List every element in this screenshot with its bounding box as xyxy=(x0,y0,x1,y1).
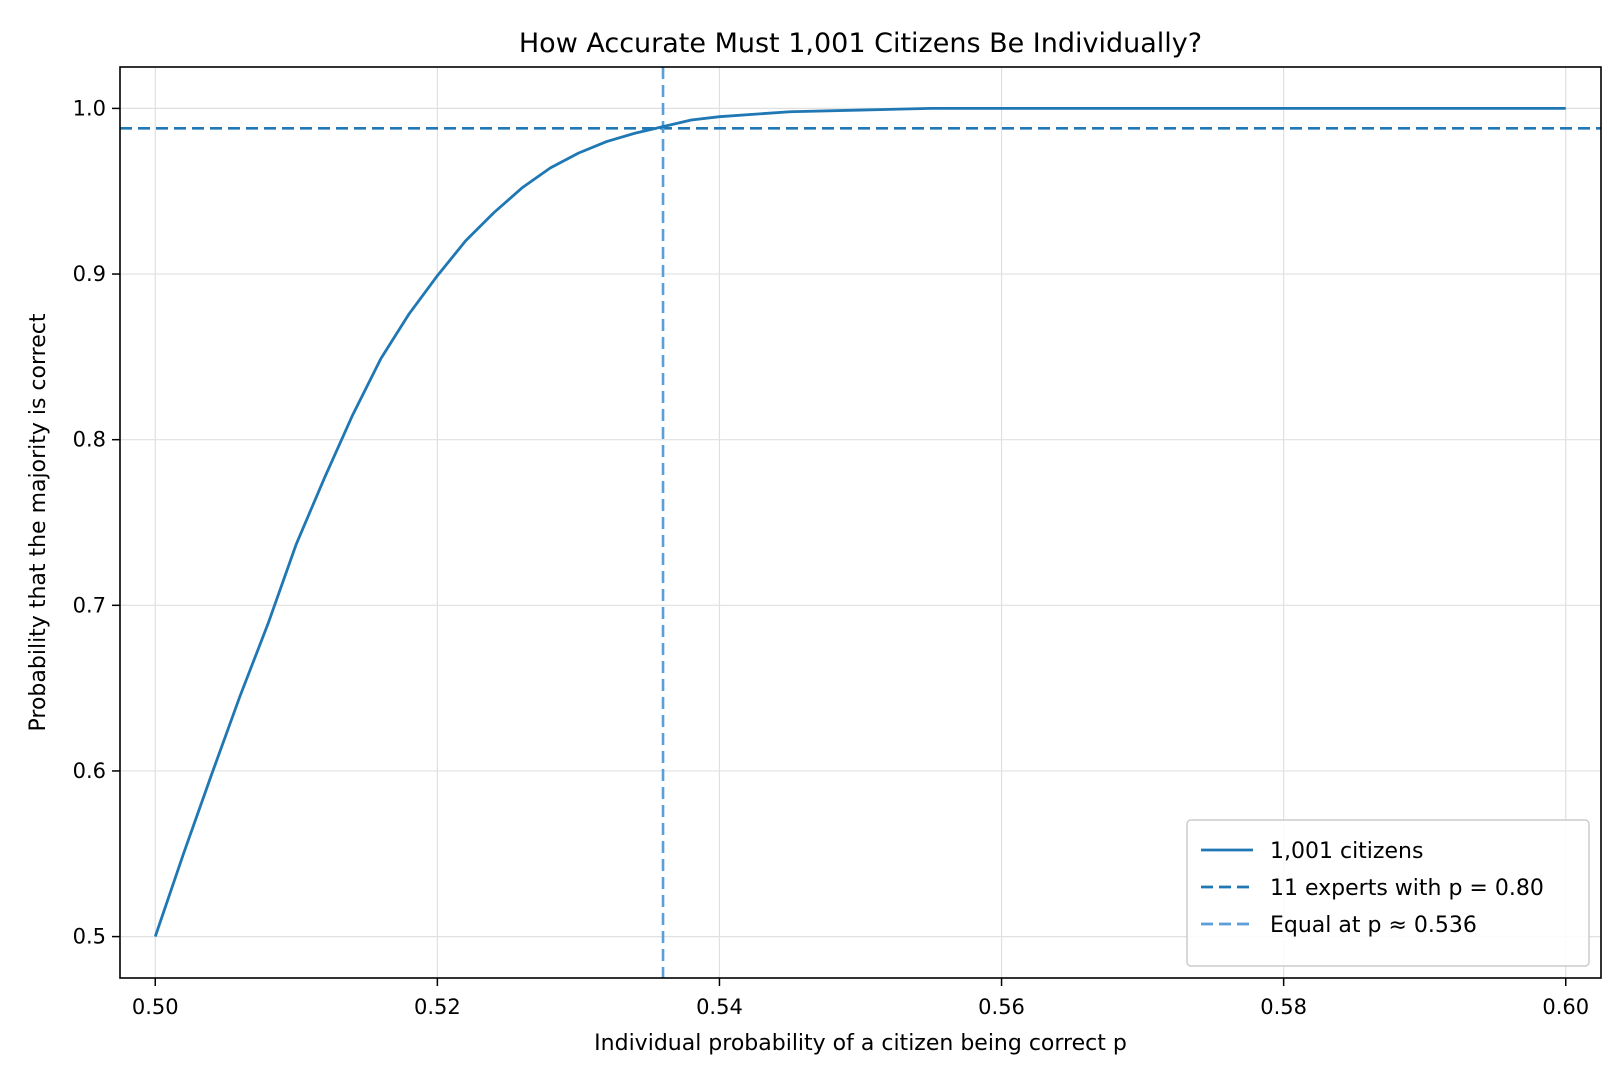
x-tick-label: 0.54 xyxy=(696,995,743,1019)
legend-label: 11 experts with p = 0.80 xyxy=(1270,876,1544,901)
chart-title: How Accurate Must 1,001 Citizens Be Indi… xyxy=(519,28,1202,59)
y-tick-label: 0.8 xyxy=(73,428,106,452)
x-tick-label: 0.50 xyxy=(132,995,179,1019)
x-tick-label: 0.58 xyxy=(1260,995,1307,1019)
x-axis-label: Individual probability of a citizen bein… xyxy=(594,1031,1127,1056)
y-tick-label: 0.7 xyxy=(73,593,106,617)
citizens-curve xyxy=(153,107,1566,938)
reference-lines xyxy=(120,67,1601,978)
legend-box xyxy=(1186,819,1590,967)
legend: 1,001 citizens 11 experts with p = 0.80 Eq… xyxy=(1186,819,1590,967)
y-tick-label: 0.5 xyxy=(73,925,106,949)
axis-ticks: 0.50 0.52 0.54 0.56 0.58 0.60 0.5 0.6 0.7 0.8 0.9 1… xyxy=(73,96,1590,1019)
y-tick-label: 0.9 xyxy=(73,262,106,286)
y-tick-label: 1.0 xyxy=(73,96,106,120)
y-tick-label: 0.6 xyxy=(73,759,106,783)
x-tick-label: 0.60 xyxy=(1542,995,1589,1019)
legend-label: 1,001 citizens xyxy=(1270,839,1423,864)
legend-label: Equal at p ≈ 0.536 xyxy=(1270,913,1477,938)
x-tick-label: 0.56 xyxy=(978,995,1025,1019)
y-axis-label: Probability that the majority is correct xyxy=(26,313,51,731)
plot-frame xyxy=(119,66,1602,979)
x-tick-label: 0.52 xyxy=(414,995,461,1019)
data-series xyxy=(153,107,1566,938)
